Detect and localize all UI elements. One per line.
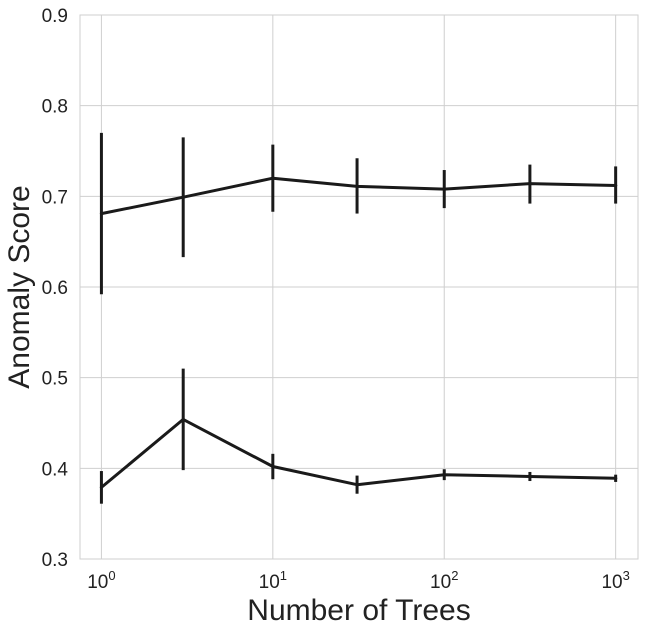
- data-point: [442, 187, 446, 191]
- x-tick-exponent: 1: [280, 568, 287, 583]
- data-point: [614, 183, 618, 187]
- data-point: [528, 182, 532, 186]
- y-tick-label: 0.3: [42, 550, 68, 571]
- x-tick-base: 10: [259, 572, 280, 593]
- y-axis-label: Anomaly Score: [3, 185, 36, 388]
- y-tick-label: 0.9: [42, 6, 68, 27]
- x-tick-base: 10: [601, 572, 622, 593]
- x-tick-exponent: 3: [623, 568, 630, 583]
- data-point: [99, 212, 103, 216]
- x-tick-exponent: 2: [451, 568, 458, 583]
- x-tick-label: 103: [601, 568, 629, 593]
- data-point: [271, 176, 275, 180]
- y-tick-label: 0.4: [42, 459, 69, 480]
- x-tick-base: 10: [87, 572, 108, 593]
- x-axis-label: Number of Trees: [247, 594, 470, 627]
- series-group: [99, 132, 618, 504]
- data-point: [528, 474, 532, 478]
- data-point: [355, 483, 359, 487]
- data-point: [355, 184, 359, 188]
- x-tick-base: 10: [430, 572, 451, 593]
- plot-frame: [79, 14, 639, 560]
- data-point: [614, 476, 618, 480]
- data-point: [181, 195, 185, 199]
- y-tick-label: 0.5: [42, 369, 68, 390]
- x-tick-label: 102: [430, 568, 458, 593]
- data-point: [442, 473, 446, 477]
- data-point: [181, 417, 185, 421]
- data-point: [271, 465, 275, 469]
- y-tick-label: 0.8: [42, 97, 68, 118]
- data-point: [99, 485, 103, 489]
- x-tick-label: 100: [87, 568, 115, 593]
- x-tick-label: 101: [259, 568, 287, 593]
- y-tick-label: 0.7: [42, 187, 68, 208]
- x-tick-exponent: 0: [108, 568, 115, 583]
- y-tick-label: 0.6: [42, 278, 68, 299]
- y-axis-ticks: 0.3 0.4 0.5 0.6 0.7 0.8 0.9: [42, 6, 69, 571]
- x-axis-ticks: 100 101 102 103: [87, 568, 630, 593]
